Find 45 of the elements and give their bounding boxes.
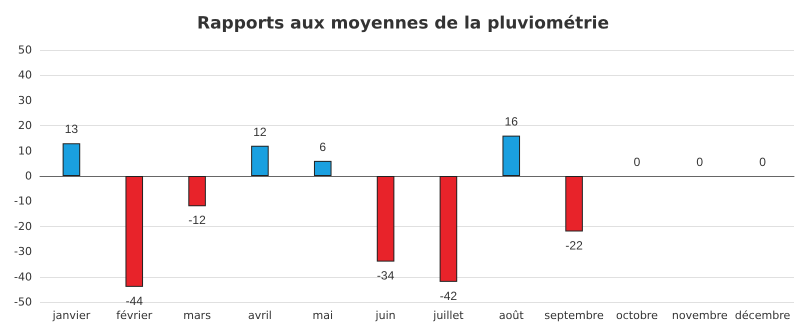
x-tick-label: juillet: [432, 309, 464, 322]
bar: [502, 136, 520, 176]
y-tick-label: -50: [14, 296, 32, 308]
x-tick-label: novembre: [672, 309, 728, 322]
x-tick-label: avril: [248, 309, 272, 322]
y-tick-label: 50: [18, 44, 32, 56]
bar: [314, 160, 332, 176]
y-tick-label: 0: [25, 170, 32, 182]
x-tick-label: mars: [183, 309, 212, 322]
x-tick-label: décembre: [734, 309, 790, 322]
y-tick-label: -40: [14, 270, 32, 284]
data-label: -34: [376, 268, 395, 283]
bar: [125, 176, 144, 287]
data-label: -12: [188, 213, 206, 228]
x-tick-label: septembre: [544, 309, 604, 322]
data-label: 0: [634, 155, 641, 169]
x-tick-label: août: [498, 309, 524, 322]
data-label: -42: [440, 288, 458, 303]
y-tick-label: -10: [14, 194, 32, 208]
x-tick-label: octobre: [616, 309, 658, 322]
bar: [376, 176, 394, 262]
y-tick-label: 30: [18, 94, 32, 107]
bar: [251, 146, 269, 176]
x-tick-label: juin: [374, 309, 396, 322]
y-tick-label: 40: [18, 68, 32, 82]
bar: [188, 176, 206, 206]
x-tick-label: mai: [312, 309, 334, 322]
chart-title: Rapports aux moyennes de la pluviométrie: [197, 14, 609, 34]
x-tick-label: janvier: [52, 309, 91, 322]
y-tick-label: 10: [18, 144, 32, 158]
data-label: -44: [126, 294, 144, 308]
y-tick-label: 20: [18, 119, 32, 132]
bar: [62, 143, 80, 176]
data-label: 13: [64, 122, 78, 136]
data-label: -22: [565, 238, 584, 252]
data-label: 6: [319, 140, 326, 154]
y-tick-label: -20: [14, 220, 32, 233]
x-tick-label: février: [116, 309, 153, 322]
data-label: 16: [504, 114, 518, 129]
data-label: 0: [696, 155, 704, 169]
y-tick-label: -30: [14, 245, 32, 258]
bar: [565, 176, 583, 232]
data-label: 0: [759, 155, 766, 169]
data-label: 12: [253, 124, 267, 139]
bar: [440, 176, 458, 282]
